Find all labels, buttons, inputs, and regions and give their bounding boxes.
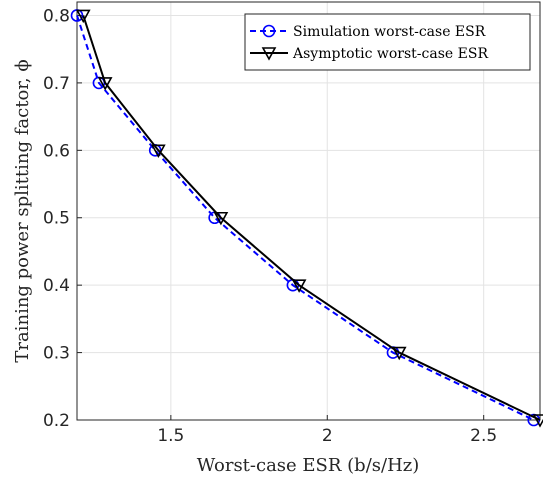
legend-marker-simulation	[262, 24, 276, 38]
data-point	[291, 279, 307, 293]
y-tick-label: 0.2	[43, 411, 70, 431]
y-tick-label: 0.4	[43, 276, 70, 296]
data-point	[391, 346, 407, 361]
data-point	[150, 144, 166, 158]
y-tick-label: 0.5	[43, 209, 70, 229]
legend-label-asymptotic: Asymptotic worst-case ESR	[292, 46, 488, 62]
data-point	[213, 211, 229, 226]
data-point	[97, 77, 113, 91]
legend-box	[244, 13, 531, 71]
x-axis-label: Worst-case ESR (b/s/Hz)	[197, 455, 420, 476]
x-tick-label: 2.5	[470, 426, 497, 446]
y-tick-label: 0.8	[43, 6, 70, 26]
y-tick-label: 0.7	[43, 74, 70, 94]
ticks: 1.5 2 2.5 0.2 0.3 0.4 0.5 0.6 0.7 0.8	[43, 6, 497, 446]
data-point	[75, 9, 91, 24]
plot-frame	[76, 1, 541, 421]
legend: Simulation worst-case ESR Asymptotic wor…	[244, 13, 531, 71]
x-tick-label: 1.5	[157, 426, 184, 446]
plot-background	[77, 2, 540, 420]
data-point	[532, 414, 543, 428]
series-group	[70, 9, 543, 428]
y-tick-label: 0.3	[43, 344, 70, 364]
legend-marker-asymptotic	[261, 47, 277, 61]
series-line-2	[82, 15, 541, 421]
x-tick-label: 2	[322, 426, 333, 446]
legend-label-simulation: Simulation worst-case ESR	[293, 24, 486, 40]
series-line-1	[76, 15, 535, 421]
y-tick-label: 0.6	[43, 141, 70, 161]
y-axis-label: Training power splitting factor, ϕ	[12, 59, 33, 362]
